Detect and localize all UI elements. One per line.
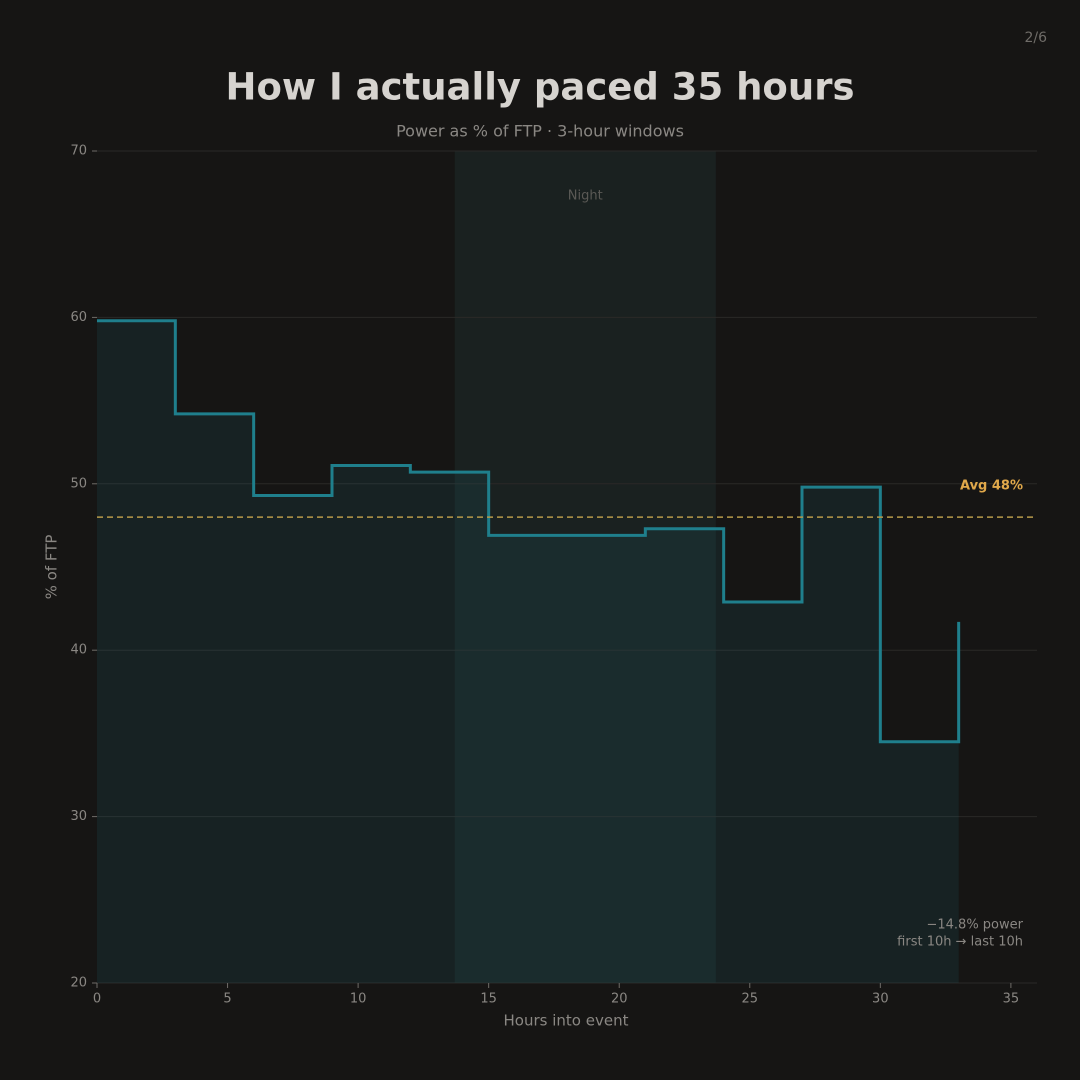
x-tick-label: 5 [223,992,231,1007]
y-axis-label: % of FTP [43,535,61,600]
average-label: Avg 48% [960,479,1023,494]
x-tick-label: 0 [93,992,101,1007]
page-number: 2/6 [1024,30,1047,46]
night-label: Night [568,189,603,204]
x-tick-label: 10 [350,992,367,1007]
y-tick-label: 40 [70,643,87,658]
y-tick-label: 50 [70,476,87,491]
chart-title: How I actually paced 35 hours [226,66,855,109]
step-line [97,319,961,744]
x-tick-label: 20 [611,992,628,1007]
y-tick-label: 30 [70,809,87,824]
y-tick-label: 70 [70,144,87,159]
y-tick-label: 20 [70,976,87,991]
chart-subtitle: Power as % of FTP · 3-hour windows [396,122,684,141]
x-axis-label: Hours into event [504,1012,629,1030]
x-tick-label: 25 [742,992,759,1007]
annotation: first 10h → last 10h [897,935,1023,950]
y-tick-label: 60 [70,310,87,325]
x-tick-label: 15 [480,992,497,1007]
x-tick-label: 35 [1003,992,1020,1007]
x-tick-label: 30 [872,992,889,1007]
step-area [97,320,959,983]
night-band [454,151,716,983]
annotation: −14.8% power [926,918,1023,933]
